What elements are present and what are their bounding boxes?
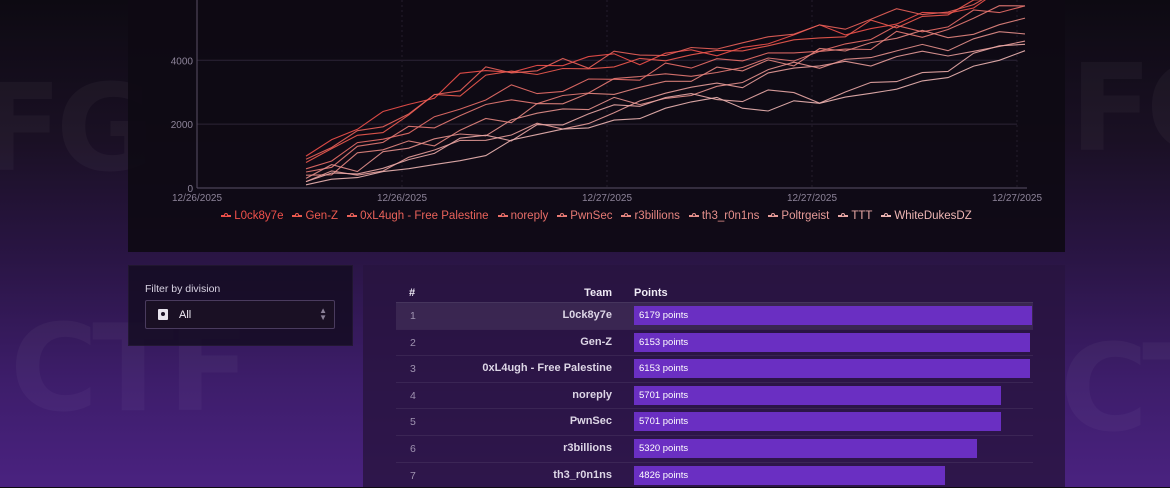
legend-item[interactable]: 0xL4ugh - Free Palestine xyxy=(347,210,489,222)
chart-legend: L0ck8y7e Gen-Z 0xL4ugh - Free Palestine nor… xyxy=(128,210,1065,222)
row-team-name[interactable]: 0xL4ugh - Free Palestine xyxy=(482,362,612,375)
row-rank: 6 xyxy=(410,442,416,455)
series-line xyxy=(305,0,986,157)
legend-item[interactable]: WhiteDukesDZ xyxy=(881,210,972,222)
header-points: Points xyxy=(634,287,668,299)
legend-label: WhiteDukesDZ xyxy=(894,210,972,222)
series-line xyxy=(305,43,1026,183)
legend-label: TTT xyxy=(851,210,873,222)
row-team-name[interactable]: th3_r0n1ns xyxy=(553,468,612,481)
points-bar: 5320 points xyxy=(634,438,977,458)
legend-marker-icon xyxy=(497,213,508,217)
row-team-name[interactable]: L0ck8y7e xyxy=(562,309,612,321)
points-bar: 5701 points xyxy=(634,385,1002,405)
legend-label: Poltrgeist xyxy=(781,210,830,222)
legend-label: PwnSec xyxy=(570,210,613,222)
x-tick-label: 12/27/2025 xyxy=(582,193,632,204)
series-line xyxy=(305,17,1026,176)
legend-label: r3billions xyxy=(634,210,680,222)
division-select-value: All xyxy=(179,308,192,321)
header-team: Team xyxy=(584,287,612,299)
legend-label: noreply xyxy=(510,210,549,222)
legend-item[interactable]: PwnSec xyxy=(557,210,612,222)
select-chevron-icon: ▲ ▼ xyxy=(319,306,327,322)
series-line xyxy=(305,5,1026,173)
row-team-name[interactable]: PwnSec xyxy=(569,415,612,428)
legend-marker-icon xyxy=(557,213,568,217)
table-row[interactable]: 7 th3_r0n1ns 4826 points xyxy=(396,461,1033,488)
legend-item[interactable]: Gen-Z xyxy=(292,210,338,222)
legend-item[interactable]: Poltrgeist xyxy=(768,210,829,222)
points-bar: 4826 points xyxy=(634,465,945,485)
legend-label: th3_r0n1ns xyxy=(701,210,760,222)
series-line xyxy=(305,50,1026,186)
legend-marker-icon xyxy=(838,213,849,217)
x-tick-label: 12/27/2025 xyxy=(787,193,837,204)
row-rank: 2 xyxy=(410,336,416,349)
legend-label: 0xL4ugh - Free Palestine xyxy=(360,210,489,222)
legend-marker-icon xyxy=(347,213,358,217)
table-row[interactable]: 2 Gen-Z 6153 points xyxy=(396,328,1033,356)
division-select[interactable]: All ▲ ▼ xyxy=(145,300,335,329)
points-bar: 6153 points xyxy=(634,332,1031,352)
legend-item[interactable]: L0ck8y7e xyxy=(221,210,283,222)
y-tick-label: 2000 xyxy=(171,120,194,131)
legend-marker-icon xyxy=(688,213,699,217)
scoreboard-rows: 1 L0ck8y7e 6179 points 2 Gen-Z 6153 points 3 0x… xyxy=(396,302,1033,488)
table-row[interactable]: 5 PwnSec 5701 points xyxy=(396,408,1033,435)
x-tick-label: 12/27/2025 xyxy=(992,193,1042,204)
points-bar: 6179 points xyxy=(634,306,1032,325)
row-team-name[interactable]: r3billions xyxy=(563,441,612,454)
points-bar: 6153 points xyxy=(634,359,1031,379)
legend-marker-icon xyxy=(768,213,779,217)
legend-label: L0ck8y7e xyxy=(234,210,284,222)
row-rank: 7 xyxy=(410,469,416,482)
row-rank: 3 xyxy=(410,363,416,376)
y-tick-label: 0 xyxy=(187,184,193,195)
legend-item[interactable]: noreply xyxy=(497,210,549,222)
scoreboard-table-panel: # Team Points 1 L0ck8y7e 6179 points 2 Gen-Z… xyxy=(363,265,1065,487)
row-rank: 4 xyxy=(410,389,416,402)
row-team-name[interactable]: noreply xyxy=(572,388,612,401)
x-tick-label: 12/26/2025 xyxy=(377,193,427,204)
table-row[interactable]: 3 0xL4ugh - Free Palestine 6153 points xyxy=(396,355,1033,382)
series-line xyxy=(305,5,1026,170)
series-line xyxy=(305,0,983,160)
legend-item[interactable]: th3_r0n1ns xyxy=(688,210,760,222)
legend-item[interactable]: TTT xyxy=(838,210,872,222)
table-row[interactable]: 4 noreply 5701 points xyxy=(396,381,1033,409)
table-row[interactable]: 1 L0ck8y7e 6179 points xyxy=(396,302,1033,329)
row-team-name[interactable]: Gen-Z xyxy=(580,335,612,348)
points-bar: 5701 points xyxy=(634,412,1002,432)
row-rank: 5 xyxy=(410,416,416,429)
legend-marker-icon xyxy=(221,213,232,217)
legend-marker-icon xyxy=(881,213,892,217)
filter-label: Filter by division xyxy=(145,283,221,295)
division-icon xyxy=(158,309,168,320)
filter-panel: Filter by division All ▲ ▼ xyxy=(128,265,353,346)
series-line xyxy=(305,31,1026,179)
legend-item[interactable]: r3billions xyxy=(621,210,680,222)
x-tick-label: 12/26/2025 xyxy=(172,193,222,204)
table-header: # Team Points xyxy=(396,287,1033,303)
row-rank: 1 xyxy=(410,310,416,322)
scoreboard-chart-panel: 0 2000 4000 12/26/2025 12/26/2025 12/27/2025 1… xyxy=(128,0,1065,252)
series-line xyxy=(305,40,1026,183)
legend-label: Gen-Z xyxy=(305,210,339,222)
legend-marker-icon xyxy=(621,213,632,217)
y-tick-label: 4000 xyxy=(171,56,194,67)
legend-marker-icon xyxy=(292,213,303,217)
score-progression-chart: 0 2000 4000 12/26/2025 12/26/2025 12/27/2025 1… xyxy=(171,0,1042,204)
header-rank: # xyxy=(409,287,416,299)
table-row[interactable]: 6 r3billions 5320 points xyxy=(396,434,1033,462)
